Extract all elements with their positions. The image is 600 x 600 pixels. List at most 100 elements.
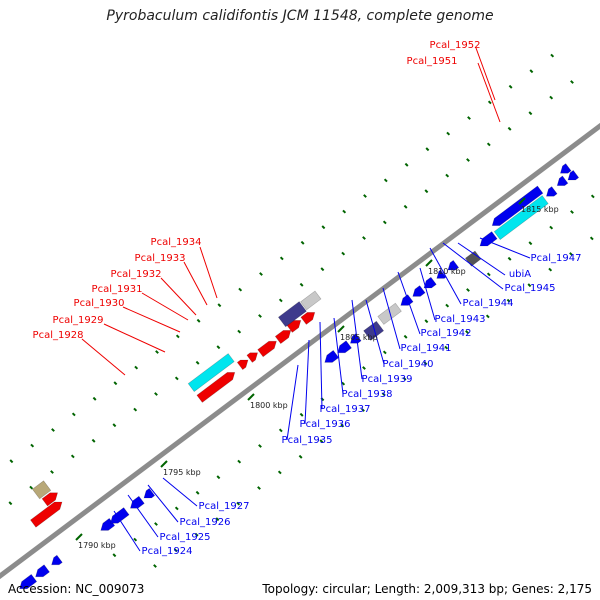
minor-tick-mark (529, 69, 534, 74)
minor-tick-mark (173, 548, 178, 553)
tick-labels: 1790 kbp 1795 kbp 1800 kbp 1805 kbp 1810 kbp… (75, 197, 559, 550)
minor-tick-mark (381, 392, 386, 397)
minor-tick-mark (279, 256, 284, 261)
gene-feature (567, 169, 580, 181)
minor-tick-mark (154, 392, 158, 396)
gene-labels: Pcal_1952 Pcal_1951 Pcal_1934 Pcal_1933 Pcal… (33, 40, 582, 557)
minor-tick-mark (298, 454, 303, 459)
label-leader-line (475, 47, 496, 101)
minor-tick-mark (548, 267, 553, 272)
minor-tick-mark (133, 407, 138, 412)
gene-feature (19, 573, 38, 590)
minor-tick-mark (278, 428, 283, 433)
minor-tick-mark (278, 298, 283, 303)
label-leader-line (160, 277, 197, 316)
label-leader-line (81, 338, 126, 376)
gene-label: Pcal_1937 (320, 404, 371, 415)
minor-tick-mark (362, 366, 366, 370)
gene-feature (324, 349, 340, 363)
minor-tick-mark (467, 116, 471, 120)
minor-tick-mark (237, 459, 242, 464)
minor-tick-mark (153, 564, 157, 568)
minor-tick-mark (91, 438, 96, 443)
label-leader-line (397, 271, 421, 335)
label-leader-line (419, 267, 436, 321)
minor-tick-mark (320, 267, 325, 272)
minor-tick-mark (383, 178, 388, 183)
gene-feature (479, 231, 498, 247)
minor-tick-mark (134, 365, 139, 370)
gene-label: Pcal_1933 (135, 253, 186, 264)
gene-label: Pcal_1942 (421, 328, 472, 339)
label-leader-line (122, 306, 181, 333)
gene-label: Pcal_1928 (33, 330, 84, 341)
minor-tick-mark (258, 444, 262, 448)
minor-tick-mark (466, 288, 470, 292)
minor-tick-mark (215, 517, 220, 522)
minor-tick-mark (217, 303, 222, 308)
tick-label: 1815 kbp (521, 205, 559, 214)
gene-feature (349, 333, 362, 344)
minor-tick-mark (402, 376, 407, 381)
minor-tick-mark (590, 194, 595, 199)
tick-label: 1805 kbp (340, 333, 378, 342)
label-leader-line (147, 484, 179, 523)
tick-label: 1800 kbp (250, 401, 288, 410)
minor-tick-mark (549, 95, 554, 100)
gene-feature (363, 320, 385, 341)
minor-tick-mark (444, 345, 449, 350)
gene-feature (400, 294, 414, 306)
gene-label: ubiA (509, 269, 531, 280)
minor-tick-mark (299, 412, 304, 417)
label-leader-line (127, 494, 159, 538)
label-leader-line (442, 242, 504, 290)
minor-tick-mark (403, 334, 408, 339)
minor-tick-mark (486, 272, 491, 277)
gene-label: Pcal_1945 (505, 283, 556, 294)
gene-label: Pcal_1951 (407, 56, 458, 67)
minor-tick-mark (363, 194, 367, 198)
label-leader-line (333, 317, 344, 395)
label-leader-line (162, 477, 198, 507)
gene-feature (337, 340, 352, 354)
gene-feature (546, 186, 558, 197)
label-leader-line (429, 247, 462, 305)
gene-feature (412, 285, 426, 297)
gene-feature (41, 492, 58, 507)
gene-label: Pcal_1938 (342, 389, 393, 400)
genome-backbone (0, 122, 600, 580)
minor-tick-mark (341, 381, 346, 386)
minor-tick-mark (507, 256, 512, 261)
minor-tick-mark (51, 428, 55, 432)
gene-feature (493, 195, 549, 241)
minor-tick-mark (550, 53, 555, 58)
gene-feature (277, 301, 307, 328)
major-tick-mark (337, 325, 345, 333)
minor-tick-mark (340, 423, 345, 428)
minor-tick-mark (423, 361, 428, 366)
label-leader-line (199, 246, 218, 299)
minor-tick-mark (216, 345, 221, 350)
minor-tick-mark (8, 501, 13, 506)
gene-feature (143, 487, 156, 499)
label-leader-line (351, 299, 363, 380)
gene-label: Pcal_1927 (199, 501, 250, 512)
minor-tick-mark (113, 381, 118, 386)
gene-features (19, 163, 580, 590)
gene-label: Pcal_1924 (142, 546, 193, 557)
gene-label: Pcal_1940 (383, 359, 434, 370)
minor-tick-mark (277, 470, 282, 475)
minor-tick-mark (155, 350, 159, 354)
gene-feature (187, 353, 235, 393)
minor-tick-mark (237, 329, 242, 334)
minor-tick-mark (236, 501, 241, 506)
label-leader-line (319, 321, 323, 410)
minor-tick-mark (299, 282, 304, 287)
tick-label: 1795 kbp (163, 468, 201, 477)
minor-tick-mark (445, 303, 450, 308)
gene-feature (51, 554, 63, 566)
topology-text: Topology: circular; Length: 2,009,313 bp… (262, 582, 592, 596)
minor-tick-mark (404, 162, 409, 167)
label-leader-line (183, 261, 208, 306)
